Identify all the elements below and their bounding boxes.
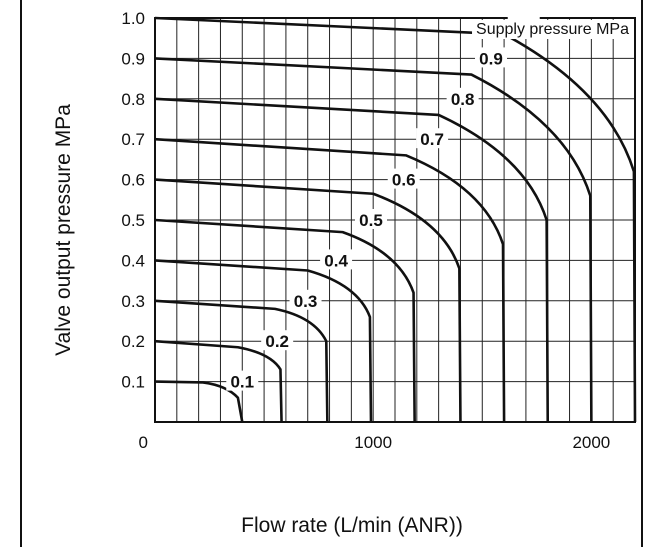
y-tick-label: 0.3 bbox=[121, 292, 145, 311]
curve-label-background bbox=[387, 168, 420, 189]
y-tick-label: 0.7 bbox=[121, 130, 145, 149]
curve-label-0.1: 0.1 bbox=[230, 373, 254, 392]
y-tick-label: 0.1 bbox=[121, 373, 145, 392]
y-tick-label: 0.4 bbox=[121, 251, 145, 270]
curve-label-background bbox=[446, 87, 479, 108]
curve-label-0.6: 0.6 bbox=[392, 171, 416, 190]
pressure-curve-0.2 bbox=[154, 339, 283, 423]
y-tick-labels: 0.1 0.2 0.3 0.4 0.5 0.6 0.7 0.8 0.9 1.0 bbox=[121, 9, 145, 392]
curve-label-background bbox=[355, 209, 387, 229]
y-tick-label: 0.6 bbox=[121, 171, 145, 190]
x-axis-label: Flow rate (L/min (ANR)) bbox=[241, 514, 463, 537]
curve-label-0.8: 0.8 bbox=[451, 90, 475, 109]
curve-label-background bbox=[416, 128, 449, 149]
pressure-curves bbox=[154, 16, 637, 423]
legend-title-background bbox=[472, 20, 634, 39]
y-tick-label: 0.5 bbox=[121, 211, 145, 230]
curve-label-background bbox=[289, 289, 322, 310]
curve-label-0.5: 0.5 bbox=[359, 211, 383, 230]
pressure-curve-1.0 bbox=[154, 16, 637, 423]
pressure-curve-0.3 bbox=[154, 299, 329, 423]
y-tick-label: 1.0 bbox=[121, 9, 145, 28]
pressure-curve-0.5 bbox=[154, 218, 416, 423]
x-tick-label: 2000 bbox=[572, 433, 610, 452]
y-tick-label: 0.8 bbox=[121, 90, 145, 109]
pressure-curve-0.7 bbox=[154, 137, 506, 423]
curve-label-background bbox=[475, 47, 507, 68]
curve-label-background bbox=[226, 370, 259, 391]
y-tick-label: 0.2 bbox=[121, 332, 145, 351]
pressure-curve-0.6 bbox=[154, 178, 462, 423]
curve-label-0.3: 0.3 bbox=[294, 292, 318, 311]
curve-label-0.9: 0.9 bbox=[479, 49, 503, 68]
curve-label-0.4: 0.4 bbox=[324, 251, 348, 270]
y-tick-label: 0.9 bbox=[121, 49, 145, 68]
curve-label-0.2: 0.2 bbox=[265, 332, 289, 351]
curve-label-background bbox=[261, 330, 294, 351]
pressure-curve-0.8 bbox=[154, 97, 550, 423]
x-tick-label: 0 bbox=[139, 433, 148, 452]
y-axis-label: Valve output pressure MPa bbox=[52, 104, 75, 356]
curve-label-background bbox=[320, 249, 353, 270]
x-tick-label: 1000 bbox=[354, 433, 392, 452]
pressure-curve-0.4 bbox=[154, 259, 373, 423]
pressure-curve-0.1 bbox=[154, 380, 244, 423]
legend-title: Supply pressure MPa bbox=[476, 21, 629, 38]
pressure-curve-0.9 bbox=[154, 57, 593, 423]
curve-label-0.7: 0.7 bbox=[420, 130, 444, 149]
x-tick-labels: 0 1000 2000 bbox=[139, 433, 611, 452]
